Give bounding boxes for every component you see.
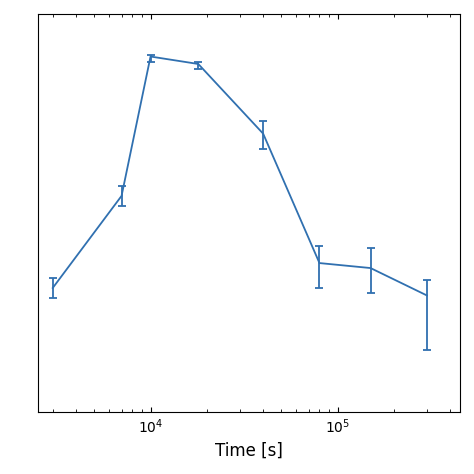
X-axis label: Time [s]: Time [s] <box>215 441 283 459</box>
